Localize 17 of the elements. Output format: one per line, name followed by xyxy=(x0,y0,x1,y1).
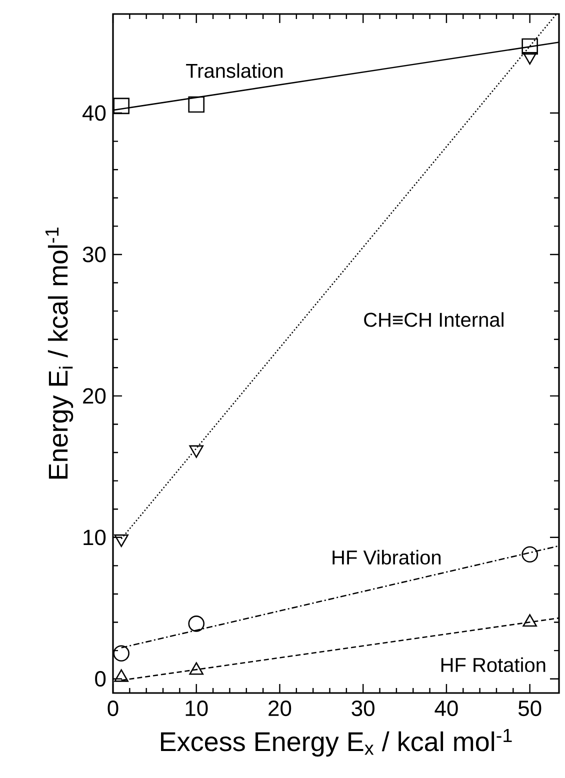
annotation: HF Vibration xyxy=(332,550,441,565)
y-tick-label: 30 xyxy=(82,246,106,262)
x-tick-label: 40 xyxy=(434,700,458,716)
x-tick-label: 20 xyxy=(268,700,292,716)
x-tick-label: 30 xyxy=(352,700,374,716)
y-tick-label: 10 xyxy=(84,530,106,546)
y-tick-label: 0 xyxy=(95,671,106,687)
y-tick-label: 20 xyxy=(83,388,106,404)
annotation: CH≡CH Internal xyxy=(364,312,504,327)
annotation: Translation xyxy=(186,63,282,78)
y-axis-title: Energy E$_{i}$ / kcal mol$^{-1}$ xyxy=(45,228,74,479)
x-tick-label: 10 xyxy=(186,700,208,716)
annotation: HF Rotation xyxy=(441,657,546,672)
x-axis-title: Excess Energy E$_{x}$ / kcal mol$^{-1}$ xyxy=(161,728,512,757)
x-tick-label: 0 xyxy=(108,700,118,716)
x-tick-label: 50 xyxy=(518,700,542,716)
y-tick-label: 40 xyxy=(82,105,106,121)
